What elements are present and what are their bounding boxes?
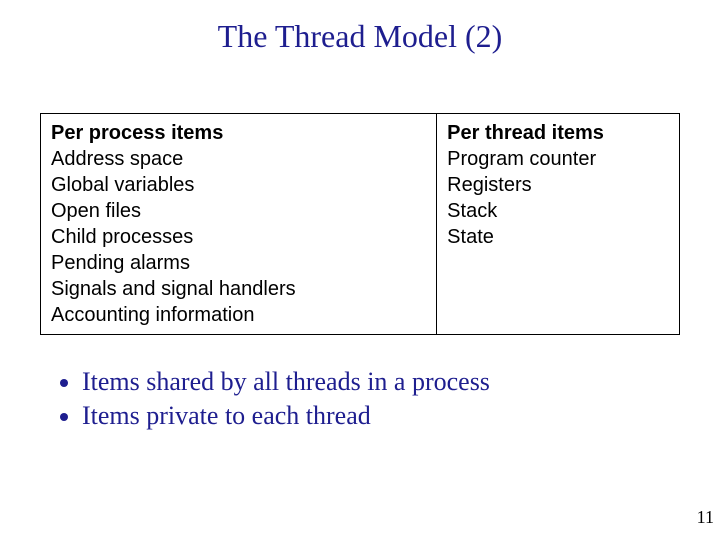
bullet-item: Items private to each thread: [82, 401, 720, 431]
table-row: Per process items Address space Global v…: [41, 114, 680, 335]
comparison-table-wrap: Per process items Address space Global v…: [40, 113, 680, 335]
list-item: Child processes: [51, 224, 426, 250]
per-thread-header: Per thread items: [447, 120, 669, 146]
list-item: Signals and signal handlers: [51, 276, 426, 302]
page-title: The Thread Model (2): [0, 0, 720, 55]
list-item: Open files: [51, 198, 426, 224]
bullet-list: Items shared by all threads in a process…: [82, 367, 720, 431]
per-process-header: Per process items: [51, 120, 426, 146]
per-thread-cell: Per thread items Program counter Registe…: [437, 114, 680, 335]
list-item: Global variables: [51, 172, 426, 198]
list-item: State: [447, 224, 669, 250]
per-process-cell: Per process items Address space Global v…: [41, 114, 437, 335]
comparison-table: Per process items Address space Global v…: [40, 113, 680, 335]
list-item: Address space: [51, 146, 426, 172]
list-item: Registers: [447, 172, 669, 198]
page-number: 11: [697, 507, 714, 528]
list-item: Accounting information: [51, 302, 426, 328]
list-item: Program counter: [447, 146, 669, 172]
list-item: Stack: [447, 198, 669, 224]
bullet-item: Items shared by all threads in a process: [82, 367, 720, 397]
list-item: Pending alarms: [51, 250, 426, 276]
